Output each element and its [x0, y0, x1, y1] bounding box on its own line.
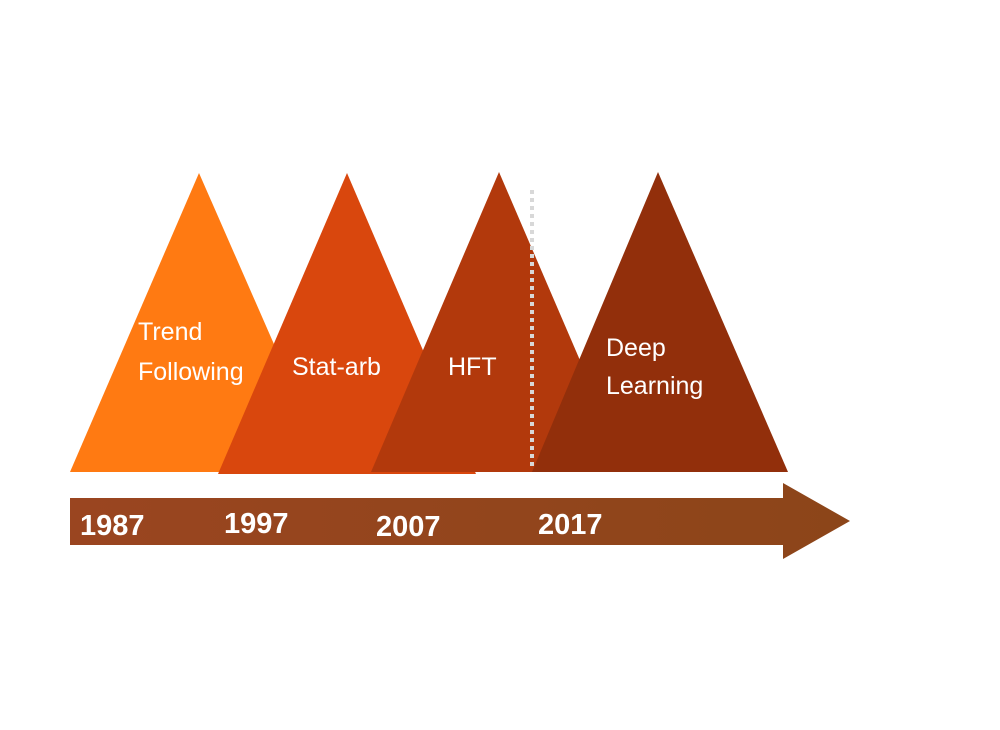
- era-label-line: Deep: [606, 334, 666, 362]
- year-label: 1987: [80, 510, 145, 542]
- year-label: 2017: [538, 509, 603, 541]
- era-label: HFT: [448, 353, 497, 381]
- era-label-line: Stat-arb: [292, 353, 381, 381]
- timeline-arrow: [70, 483, 850, 559]
- era-triangle: [532, 172, 788, 472]
- era-label: Stat-arb: [292, 353, 381, 381]
- era-label-line: Trend: [138, 318, 202, 346]
- era-label-line: Following: [138, 358, 244, 386]
- era-label: Deep Learning: [606, 334, 703, 400]
- year-label: 1997: [224, 508, 289, 540]
- era-label-line: Learning: [606, 372, 703, 400]
- year-label: 2007: [376, 511, 441, 543]
- era-label: Trend Following: [138, 318, 244, 386]
- era-label-line: HFT: [448, 353, 497, 381]
